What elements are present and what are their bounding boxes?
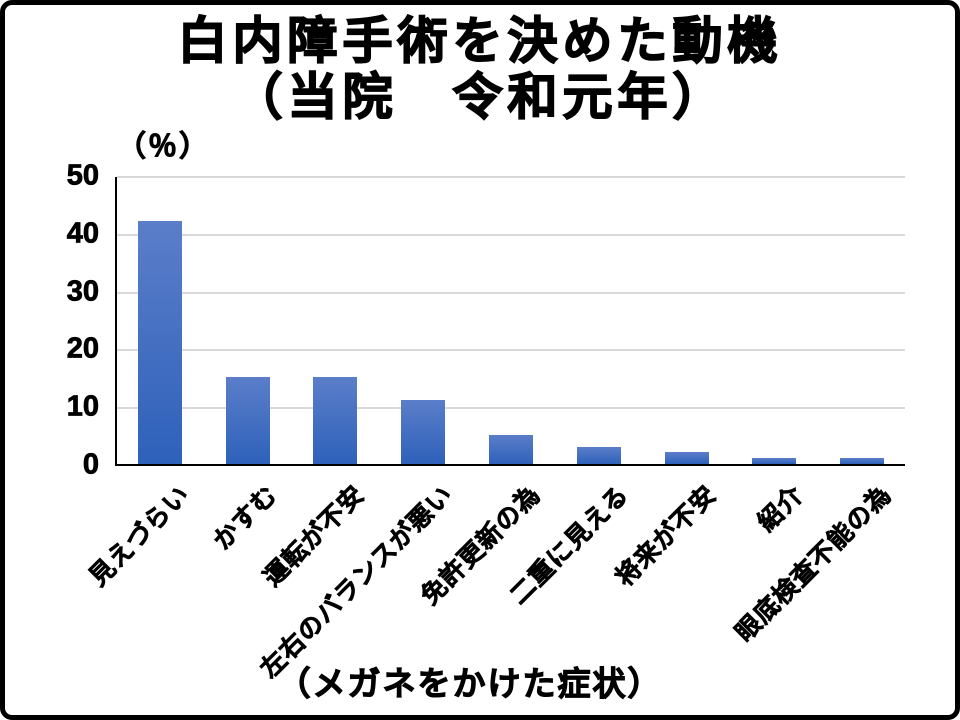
- bar-5: [489, 435, 533, 464]
- bar-8: [752, 458, 797, 464]
- gridline-y30: [117, 291, 905, 294]
- bar-7: [664, 452, 709, 464]
- bar-4: [401, 400, 446, 464]
- y-tick-label-50: 50: [66, 159, 99, 192]
- y-tick-label-30: 30: [66, 275, 99, 308]
- chart-title-line2: （当院 令和元年）: [232, 68, 728, 126]
- gridline-y20: [117, 349, 905, 352]
- gridline-y50: [117, 176, 905, 178]
- gridline-y40: [117, 233, 905, 236]
- bar-9: [840, 458, 885, 464]
- chart-title-line1: 白内障手術を決めた動機: [177, 12, 783, 70]
- x-axis-title: （メガネをかけた症状）: [277, 665, 663, 703]
- y-tick-label-40: 40: [66, 217, 99, 250]
- x-category-label-8: 紹介: [752, 480, 810, 537]
- x-category-label-1: 見えづらい: [83, 480, 195, 592]
- x-category-label-9: 眼底検査不能の為: [730, 480, 898, 648]
- bar-1: [137, 221, 182, 464]
- plot-area: [115, 176, 905, 466]
- y-axis-unit-label: （％）: [117, 131, 211, 164]
- y-tick-label-20: 20: [66, 332, 99, 366]
- bar-3: [313, 377, 358, 464]
- x-category-label-2: かすむ: [207, 480, 283, 556]
- y-tick-label-0: 0: [82, 448, 99, 481]
- bar-2: [225, 377, 270, 464]
- bar-6: [576, 446, 621, 464]
- y-tick-label-10: 10: [66, 390, 99, 423]
- chart-title: 白内障手術を決めた動機 （当院 令和元年）: [5, 12, 955, 126]
- gridline-y10: [117, 407, 905, 410]
